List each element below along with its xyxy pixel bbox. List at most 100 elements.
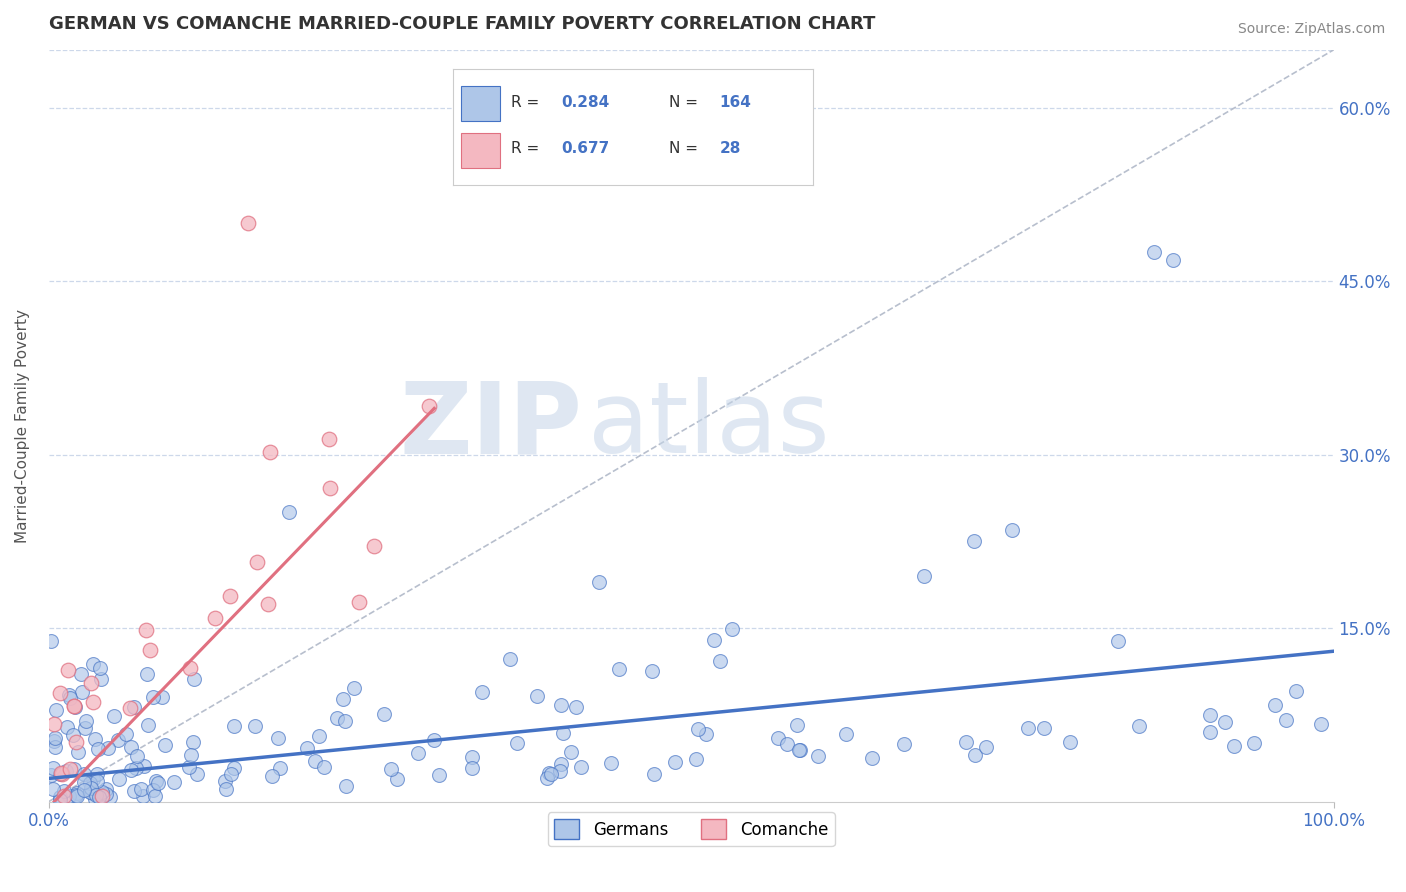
Point [186, 767, 208, 781]
Point [332, 692, 354, 706]
Point [44, 739, 66, 754]
Point [974, 739, 997, 754]
Text: GERMAN VS COMANCHE MARRIED-COUPLE FAMILY POVERTY CORRELATION CHART: GERMAN VS COMANCHE MARRIED-COUPLE FAMILY… [49, 15, 875, 33]
Point [1033, 721, 1056, 735]
Point [222, 719, 245, 733]
Point [643, 767, 665, 781]
Point [461, 761, 484, 775]
Point [267, 731, 290, 745]
Point [107, 733, 129, 747]
Point [183, 672, 205, 686]
Y-axis label: Married-Couple Family Poverty: Married-Couple Family Poverty [15, 309, 30, 542]
Point [418, 399, 440, 413]
Point [565, 699, 588, 714]
Point [42, 782, 65, 797]
Point [145, 774, 167, 789]
Point [221, 767, 243, 781]
Point [163, 775, 186, 789]
Point [122, 783, 145, 797]
Point [789, 743, 811, 757]
Point [807, 748, 830, 763]
Point [136, 717, 159, 731]
Point [1143, 245, 1166, 260]
Point [243, 719, 266, 733]
Point [132, 789, 155, 803]
Point [62, 762, 84, 776]
Point [52, 789, 75, 803]
Point [42, 716, 65, 731]
Point [560, 745, 582, 759]
Point [80, 676, 103, 690]
Point [62, 728, 84, 742]
Point [132, 759, 155, 773]
Point [70, 667, 93, 681]
Point [215, 781, 238, 796]
Point [150, 690, 173, 705]
Point [180, 748, 202, 763]
Point [87, 790, 110, 805]
Point [295, 741, 318, 756]
Point [325, 711, 347, 725]
Point [766, 731, 789, 746]
Point [129, 781, 152, 796]
Point [1213, 714, 1236, 729]
Point [103, 709, 125, 723]
Point [1128, 719, 1150, 733]
Point [58, 789, 80, 803]
Point [84, 731, 107, 746]
Text: atlas: atlas [588, 377, 830, 475]
Point [246, 555, 269, 569]
Point [219, 589, 242, 603]
Point [1243, 736, 1265, 750]
Point [120, 763, 142, 777]
Point [86, 774, 108, 789]
Point [385, 772, 408, 787]
Point [349, 595, 371, 609]
Point [84, 792, 107, 806]
Point [91, 789, 114, 804]
Point [222, 761, 245, 775]
Point [860, 751, 883, 765]
Point [82, 772, 104, 786]
Point [262, 769, 284, 783]
Point [1223, 739, 1246, 753]
Point [143, 789, 166, 803]
Point [115, 727, 138, 741]
Point [607, 662, 630, 676]
Point [63, 698, 86, 713]
Point [94, 787, 117, 801]
Point [91, 785, 114, 799]
Point [49, 685, 72, 699]
Point [373, 706, 395, 721]
Point [120, 740, 142, 755]
Point [423, 733, 446, 747]
Point [551, 726, 574, 740]
Point [1107, 633, 1129, 648]
Point [91, 789, 114, 803]
Point [540, 767, 562, 781]
Point [569, 760, 592, 774]
Point [461, 749, 484, 764]
Point [664, 756, 686, 770]
Point [963, 748, 986, 763]
Point [600, 756, 623, 771]
Point [108, 772, 131, 787]
Point [41, 767, 63, 781]
Point [550, 764, 572, 779]
Point [343, 681, 366, 695]
Point [721, 623, 744, 637]
Point [955, 735, 977, 749]
Point [427, 768, 450, 782]
Point [73, 782, 96, 797]
Point [787, 743, 810, 757]
Point [335, 779, 357, 793]
Point [127, 748, 149, 763]
Point [318, 432, 340, 446]
Point [82, 695, 104, 709]
Point [505, 736, 527, 750]
Text: Source: ZipAtlas.com: Source: ZipAtlas.com [1237, 22, 1385, 37]
Point [380, 762, 402, 776]
Point [776, 737, 799, 751]
Point [1059, 735, 1081, 749]
Point [90, 672, 112, 686]
